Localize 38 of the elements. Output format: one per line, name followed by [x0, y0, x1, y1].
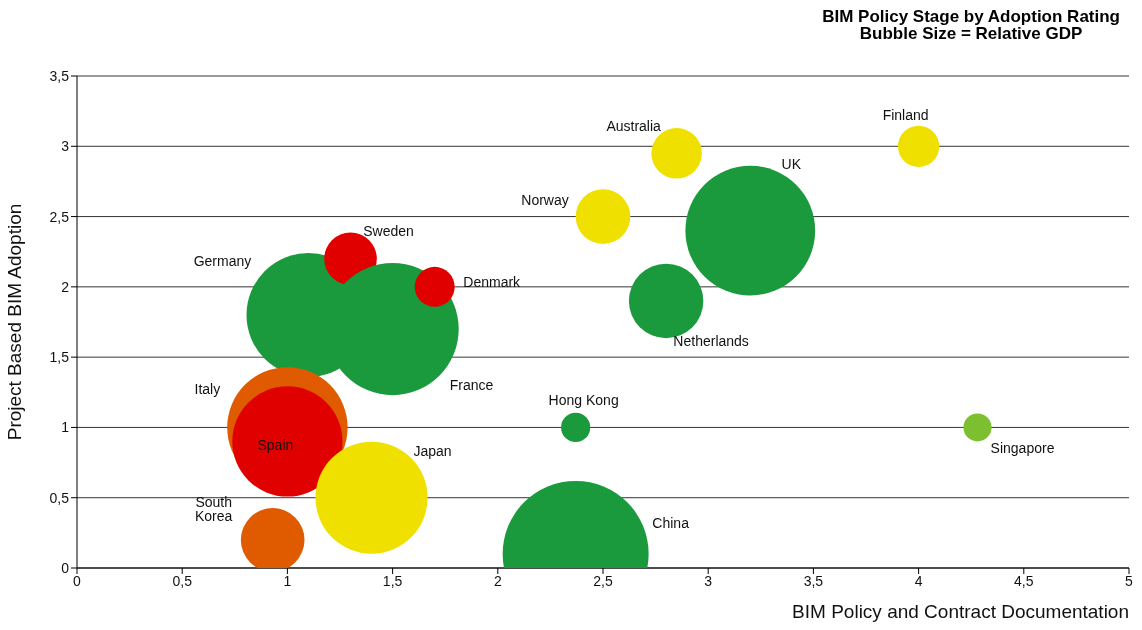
x-axis-title: BIM Policy and Contract Documentation: [792, 601, 1129, 622]
x-tick-label: 0: [73, 572, 82, 589]
x-tick-label: 4,5: [1014, 572, 1034, 589]
x-tick-label: 2: [493, 572, 502, 589]
x-tick-label: 1: [283, 572, 292, 589]
series-label: Japan: [413, 442, 452, 459]
y-tick-label: 1,5: [49, 349, 70, 366]
series-label: Netherlands: [673, 332, 749, 349]
y-tick-label: 1: [61, 419, 70, 436]
x-tick-label: 3,5: [803, 572, 824, 589]
series-label: Denmark: [463, 273, 522, 290]
x-tick-label: 3: [704, 572, 713, 589]
chart-subtitle: Bubble Size = Relative GDP: [858, 24, 1083, 43]
series-label: UK: [781, 155, 802, 172]
series-label: Spain: [257, 437, 294, 454]
series-label: Finland: [882, 107, 929, 124]
x-tick-label: 1,5: [382, 572, 403, 589]
series-label: South Korea: [194, 493, 233, 524]
series-label: Sweden: [363, 222, 414, 239]
x-tick-label: 2,5: [593, 572, 613, 589]
y-tick-label: 3,5: [49, 67, 70, 84]
y-tick-label: 3: [61, 138, 70, 155]
y-tick-label: 0: [61, 559, 70, 576]
series-label: Norway: [521, 191, 569, 208]
series-label: China: [652, 514, 690, 531]
x-tick-label: 0,5: [172, 572, 193, 589]
series-label: Italy: [194, 381, 221, 398]
x-tick-label: 4: [914, 572, 923, 589]
y-tick-label: 2,5: [49, 208, 70, 225]
series-label: Germany: [193, 252, 252, 269]
series-label: Singapore: [990, 440, 1055, 457]
series-label: France: [449, 377, 494, 394]
series-label: Hong Kong: [548, 392, 619, 409]
chart-title: BIM Policy Stage by Adoption Rating: [822, 7, 1120, 26]
y-tick-label: 0,5: [49, 489, 70, 506]
x-tick-label: 5: [1125, 572, 1134, 589]
series-label: Australia: [606, 118, 662, 135]
y-tick-label: 2: [61, 278, 70, 295]
